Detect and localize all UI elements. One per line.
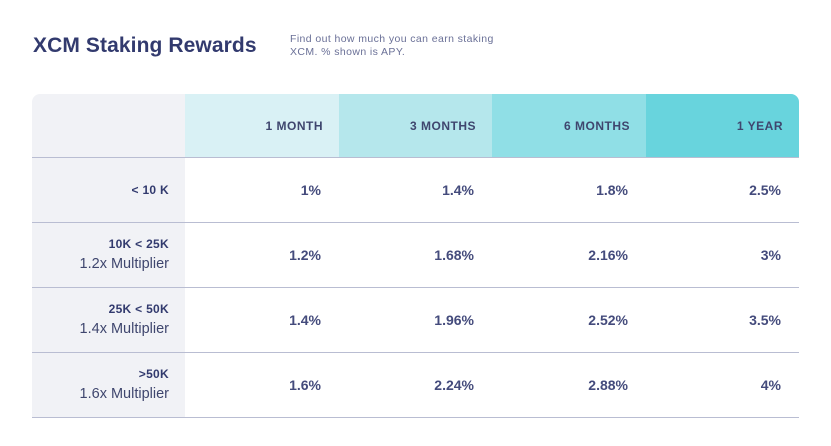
apy-value: 1% bbox=[300, 182, 321, 198]
table-row: 25K < 50K 1.4x Multiplier 1.4% 1.96% 2.5… bbox=[32, 287, 799, 352]
tier-multiplier: 1.6x Multiplier bbox=[79, 386, 169, 402]
apy-value: 3.5% bbox=[749, 312, 781, 328]
tier-label-cell: 10K < 25K 1.2x Multiplier bbox=[32, 223, 185, 287]
header-1-year: 1 YEAR bbox=[646, 94, 799, 157]
tier-range: >50K bbox=[138, 367, 169, 381]
table-row: < 10 K 1% 1.4% 1.8% 2.5% bbox=[32, 157, 799, 222]
apy-value: 1.4% bbox=[442, 182, 474, 198]
apy-value: 2.16% bbox=[588, 247, 628, 263]
apy-value: 2.52% bbox=[588, 312, 628, 328]
apy-value: 1.68% bbox=[434, 247, 474, 263]
apy-value: 1.6% bbox=[289, 377, 321, 393]
apy-value: 2.5% bbox=[749, 182, 781, 198]
apy-value: 4% bbox=[760, 377, 781, 393]
table-row: >50K 1.6x Multiplier 1.6% 2.24% 2.88% 4% bbox=[32, 352, 799, 418]
header-corner-cell bbox=[32, 94, 185, 157]
tier-label-cell: >50K 1.6x Multiplier bbox=[32, 353, 185, 417]
tier-range: 25K < 50K bbox=[108, 302, 169, 316]
tier-label-cell: 25K < 50K 1.4x Multiplier bbox=[32, 288, 185, 352]
tier-label-cell: < 10 K bbox=[32, 158, 185, 222]
page-title: XCM Staking Rewards bbox=[33, 34, 257, 57]
apy-value: 3% bbox=[760, 247, 781, 263]
rewards-table: 1 MONTH 3 MONTHS 6 MONTHS 1 YEAR < 10 K … bbox=[32, 94, 799, 418]
apy-value: 2.24% bbox=[434, 377, 474, 393]
page-subtitle: Find out how much you can earn staking X… bbox=[290, 33, 494, 58]
table-header-row: 1 MONTH 3 MONTHS 6 MONTHS 1 YEAR bbox=[32, 94, 799, 157]
tier-range: 10K < 25K bbox=[108, 237, 169, 251]
header-1-month: 1 MONTH bbox=[185, 94, 339, 157]
apy-value: 1.8% bbox=[596, 182, 628, 198]
tier-range: < 10 K bbox=[131, 183, 169, 197]
apy-value: 1.96% bbox=[434, 312, 474, 328]
tier-multiplier: 1.4x Multiplier bbox=[79, 321, 169, 337]
table-row: 10K < 25K 1.2x Multiplier 1.2% 1.68% 2.1… bbox=[32, 222, 799, 287]
tier-multiplier: 1.2x Multiplier bbox=[79, 256, 169, 272]
apy-value: 2.88% bbox=[588, 377, 628, 393]
header-3-months: 3 MONTHS bbox=[339, 94, 492, 157]
apy-value: 1.4% bbox=[289, 312, 321, 328]
header-6-months: 6 MONTHS bbox=[492, 94, 646, 157]
apy-value: 1.2% bbox=[289, 247, 321, 263]
